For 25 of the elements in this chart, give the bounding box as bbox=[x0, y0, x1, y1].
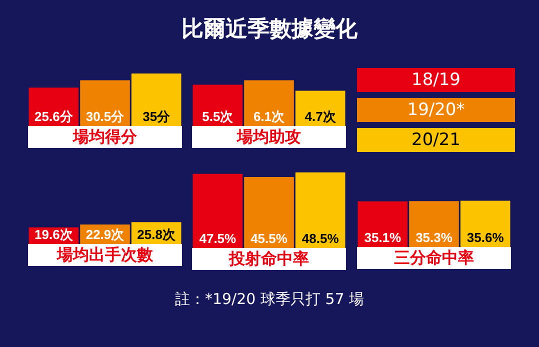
data-label: 5.5次 bbox=[202, 109, 234, 124]
x-axis-title: 投射命中率 bbox=[192, 248, 346, 270]
legend-label: 20/21 bbox=[379, 128, 515, 152]
data-label: 25.8次 bbox=[137, 227, 176, 242]
data-label: 30.5分 bbox=[86, 109, 126, 124]
data-label: 45.5% bbox=[250, 231, 288, 246]
legend-label: 19/20* bbox=[379, 98, 515, 122]
data-label: 48.5% bbox=[302, 231, 340, 246]
data-label: 35.3% bbox=[416, 230, 453, 246]
data-label: 47.5% bbox=[199, 231, 237, 246]
data-label: 6.1次 bbox=[253, 109, 286, 124]
x-axis-title: 場均出手次數 bbox=[28, 244, 182, 266]
data-label: 35.6% bbox=[466, 230, 504, 246]
chart-title: 比爾近季數據變化 bbox=[180, 16, 358, 44]
x-axis-title: 三分命中率 bbox=[357, 247, 511, 269]
x-axis-title: 場均助攻 bbox=[192, 126, 346, 148]
data-label: 22.9次 bbox=[86, 227, 126, 242]
data-label: 25.6分 bbox=[34, 109, 74, 124]
data-label: 19.6次 bbox=[34, 227, 74, 242]
legend-label: 18/19 bbox=[379, 68, 515, 92]
data-label: 4.7次 bbox=[304, 109, 337, 124]
x-axis-title: 場均得分 bbox=[28, 126, 182, 148]
data-label: 35.1% bbox=[364, 230, 402, 246]
data-label: 35分 bbox=[142, 109, 172, 124]
text: 註：*19/20 球季只打 57 場 bbox=[174, 290, 366, 309]
